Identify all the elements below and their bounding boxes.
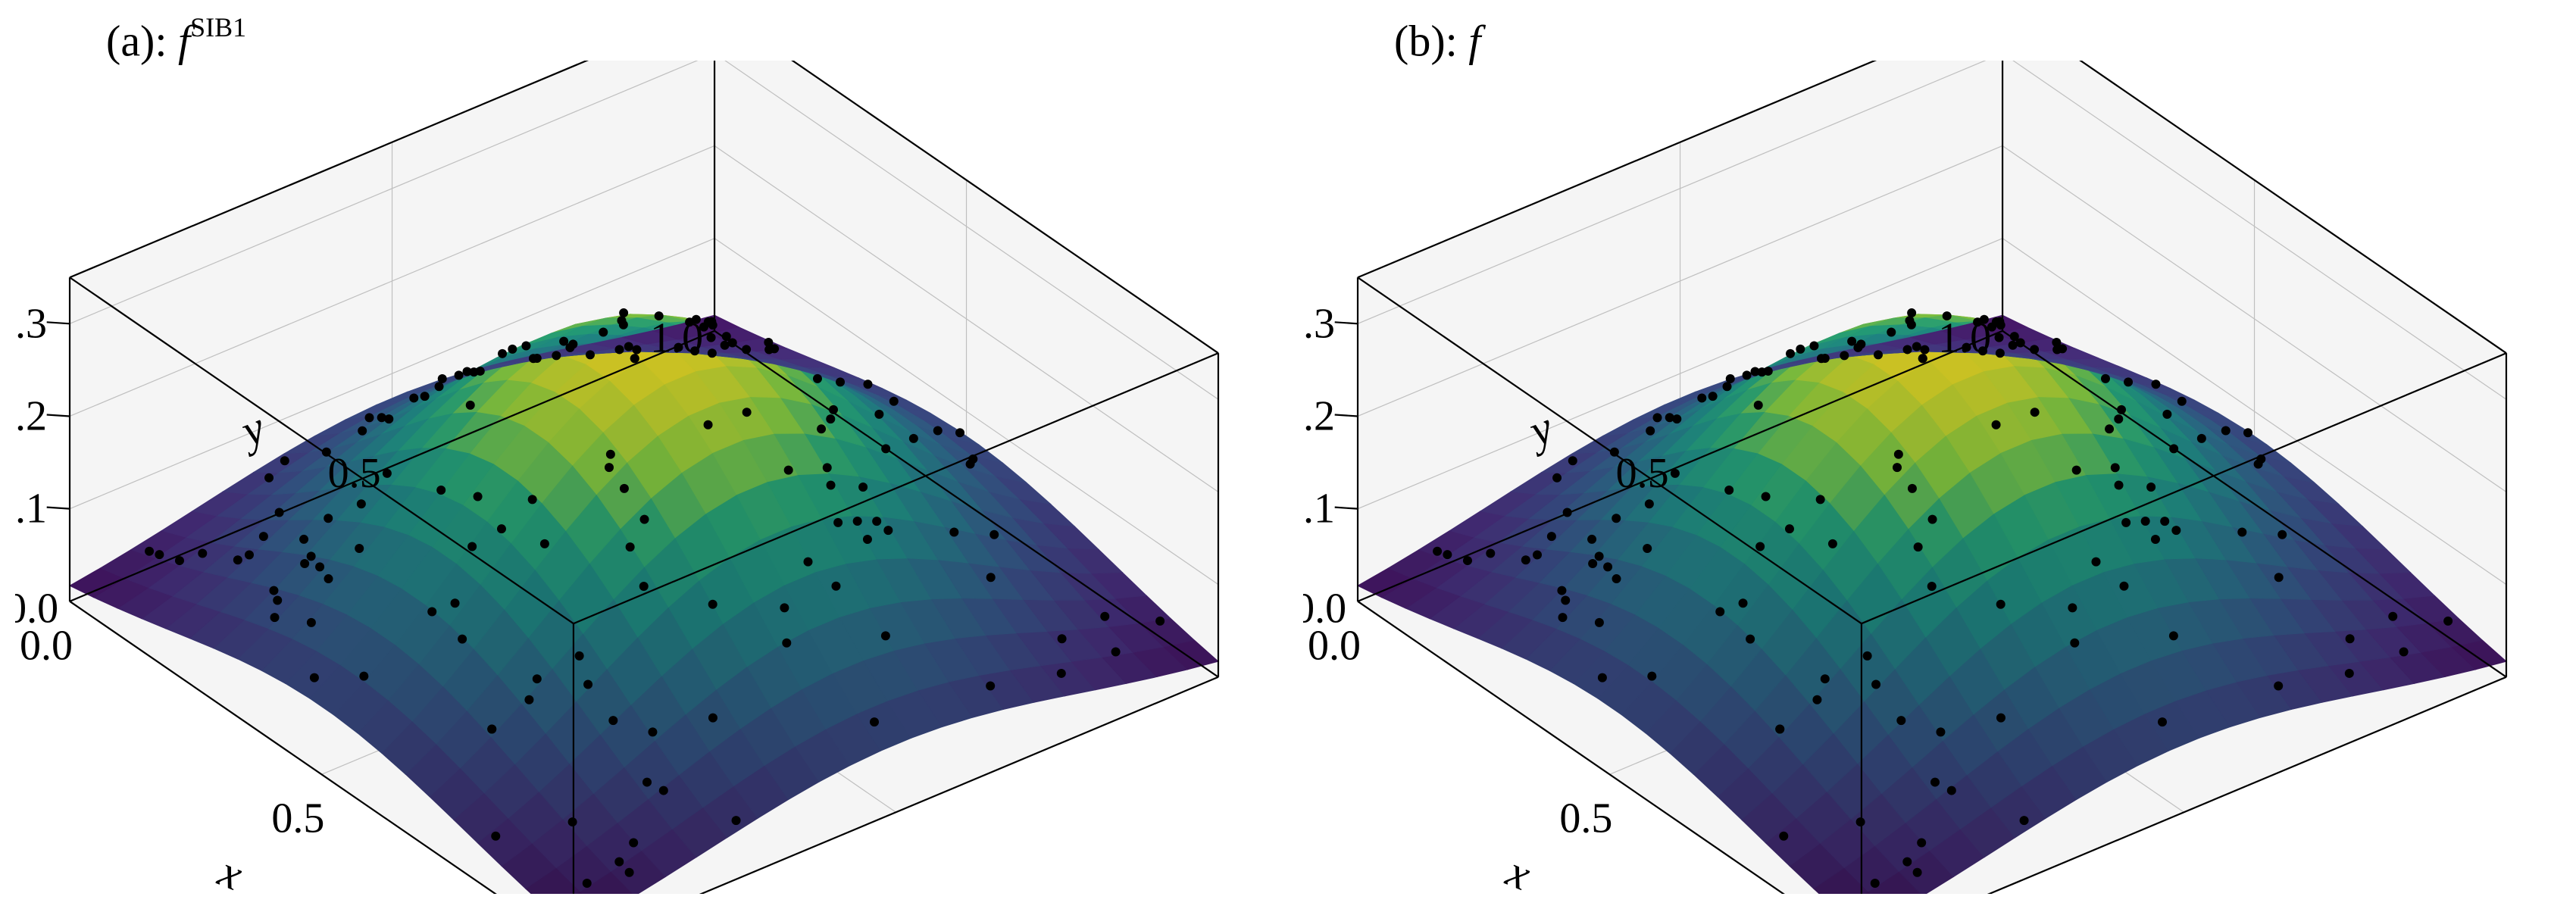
svg-text:1.0: 1.0 [1938, 314, 1991, 361]
figure-container: (a): fSIB1 0.10.20.30.00.51.00.00.51.0xy… [0, 0, 2576, 909]
title-a-fn: f [178, 16, 190, 65]
svg-text:0.2: 0.2 [15, 392, 47, 439]
panel-a-title: (a): fSIB1 [106, 15, 246, 66]
title-b-prefix: (b): [1394, 16, 1468, 65]
plot-a-wrap: 0.10.20.30.00.51.00.00.51.0xyz [15, 61, 1273, 894]
title-a-sup: SIB1 [190, 12, 246, 42]
panel-b: (b): f 0.10.20.30.00.51.00.00.51.0xyz [1288, 0, 2576, 909]
svg-text:0.2: 0.2 [1303, 392, 1335, 439]
svg-text:0.3: 0.3 [1303, 300, 1335, 347]
panel-b-title: (b): f [1394, 15, 1480, 66]
svg-text:0.0: 0.0 [15, 585, 58, 632]
svg-text:0.1: 0.1 [15, 486, 47, 533]
svg-text:0.5: 0.5 [1559, 795, 1612, 842]
panel-a: (a): fSIB1 0.10.20.30.00.51.00.00.51.0xy… [0, 0, 1288, 909]
svg-text:1.0: 1.0 [650, 314, 703, 361]
svg-text:0.5: 0.5 [271, 795, 324, 842]
svg-text:x: x [1499, 845, 1538, 894]
svg-text:0.1: 0.1 [1303, 486, 1335, 533]
surface-plot-a: 0.10.20.30.00.51.00.00.51.0xyz [15, 61, 1273, 894]
svg-text:0.5: 0.5 [328, 450, 381, 497]
svg-text:x: x [211, 845, 250, 894]
title-a-prefix: (a): [106, 16, 178, 65]
plot-b-wrap: 0.10.20.30.00.51.00.00.51.0xyz [1303, 61, 2561, 894]
svg-text:0.5: 0.5 [1616, 450, 1669, 497]
svg-text:0.0: 0.0 [1303, 585, 1346, 632]
title-b-fn: f [1468, 16, 1480, 65]
surface-plot-b: 0.10.20.30.00.51.00.00.51.0xyz [1303, 61, 2561, 894]
svg-text:0.3: 0.3 [15, 300, 47, 347]
